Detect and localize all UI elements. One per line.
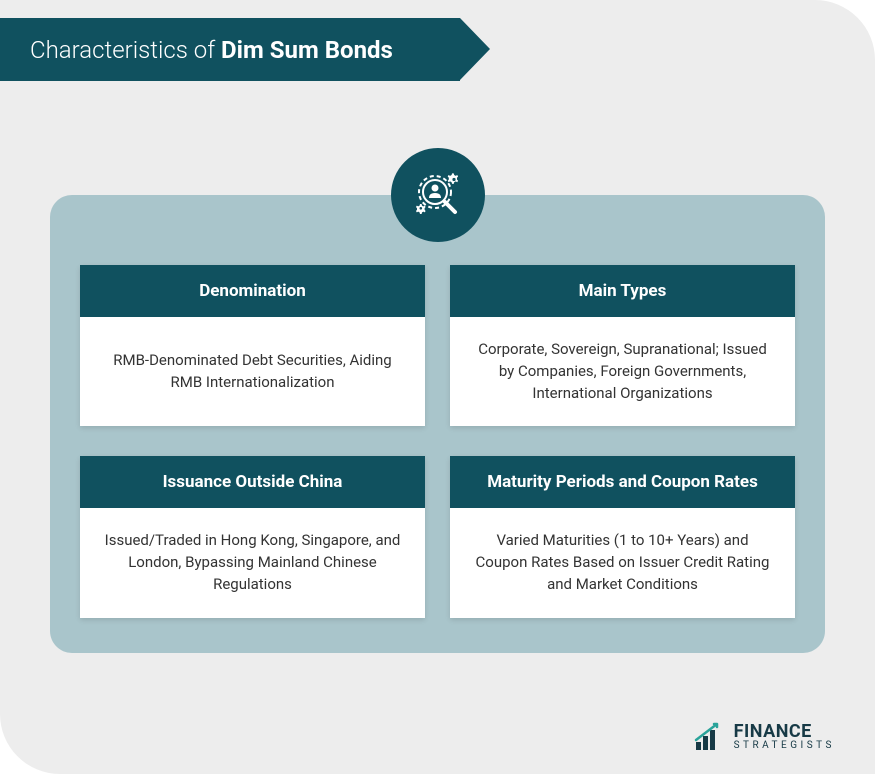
card-header: Denomination xyxy=(80,265,425,317)
title-light: Characteristics of xyxy=(30,36,221,64)
card-maturity-periods: Maturity Periods and Coupon Rates Varied… xyxy=(450,456,795,617)
card-header: Main Types xyxy=(450,265,795,317)
footer-logo: FINANCE STRATEGISTS xyxy=(694,722,835,752)
card-body: Issued/Traded in Hong Kong, Singapore, a… xyxy=(80,508,425,617)
infographic-container: Characteristics of Dim Sum Bonds xyxy=(0,0,875,774)
search-person-gears-icon xyxy=(407,164,469,226)
footer-logo-text: FINANCE STRATEGISTS xyxy=(734,723,835,751)
title-banner: Characteristics of Dim Sum Bonds xyxy=(0,18,460,81)
title-banner-main: Characteristics of Dim Sum Bonds xyxy=(0,18,460,81)
card-main-types: Main Types Corporate, Sovereign, Suprana… xyxy=(450,265,795,426)
logo-line2: STRATEGISTS xyxy=(734,741,835,751)
card-header: Maturity Periods and Coupon Rates xyxy=(450,456,795,508)
cards-grid: Denomination RMB-Denominated Debt Securi… xyxy=(80,265,795,618)
header-icon-circle xyxy=(391,148,485,242)
card-body: RMB-Denominated Debt Securities, Aiding … xyxy=(80,317,425,426)
card-denomination: Denomination RMB-Denominated Debt Securi… xyxy=(80,265,425,426)
finance-strategists-logo-icon xyxy=(694,722,728,752)
card-body: Varied Maturities (1 to 10+ Years) and C… xyxy=(450,508,795,617)
card-header: Issuance Outside China xyxy=(80,456,425,508)
card-body: Corporate, Sovereign, Supranational; Iss… xyxy=(450,317,795,426)
card-issuance-outside-china: Issuance Outside China Issued/Traded in … xyxy=(80,456,425,617)
logo-line1: FINANCE xyxy=(734,723,835,741)
title-bold: Dim Sum Bonds xyxy=(221,36,393,64)
content-panel: Denomination RMB-Denominated Debt Securi… xyxy=(50,195,825,653)
